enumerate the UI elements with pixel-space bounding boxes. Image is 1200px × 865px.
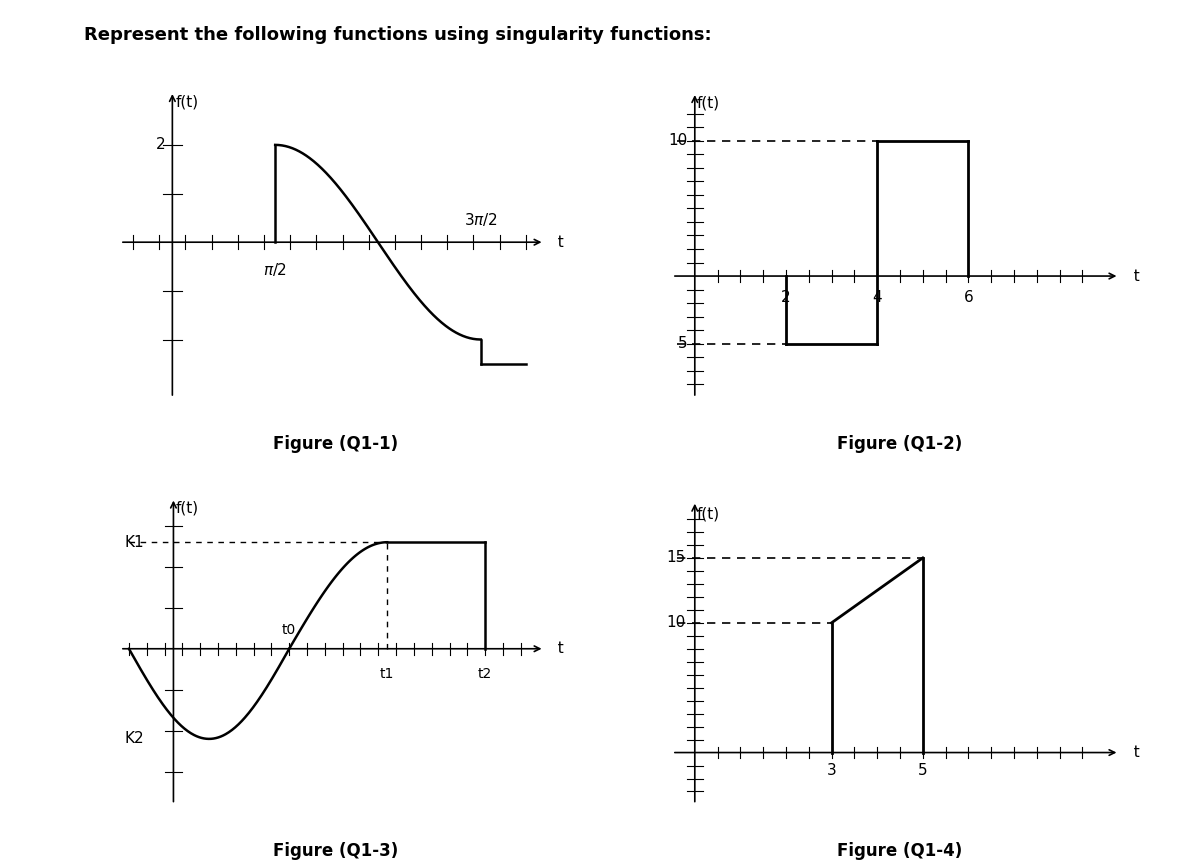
Text: Figure (Q1-1): Figure (Q1-1) <box>274 435 398 453</box>
Text: t0: t0 <box>282 624 296 638</box>
Text: 5: 5 <box>678 336 688 351</box>
Text: $\pi/2$: $\pi/2$ <box>263 260 287 278</box>
Text: t1: t1 <box>380 667 395 682</box>
Text: Figure (Q1-2): Figure (Q1-2) <box>838 435 962 453</box>
Text: f(t): f(t) <box>175 94 199 109</box>
Text: K1: K1 <box>125 535 144 550</box>
Text: 2: 2 <box>156 138 166 152</box>
Text: 4: 4 <box>872 290 882 304</box>
Text: f(t): f(t) <box>697 96 720 111</box>
Text: t2: t2 <box>478 667 492 682</box>
Text: 2: 2 <box>781 290 791 304</box>
Text: t: t <box>1123 268 1140 284</box>
Text: t: t <box>548 641 564 657</box>
Text: 10: 10 <box>666 615 685 631</box>
Text: 5: 5 <box>918 763 928 778</box>
Text: f(t): f(t) <box>697 506 720 521</box>
Text: t: t <box>1123 745 1140 760</box>
Text: 6: 6 <box>964 290 973 304</box>
Text: Figure (Q1-3): Figure (Q1-3) <box>274 842 398 860</box>
Text: Figure (Q1-4): Figure (Q1-4) <box>838 842 962 860</box>
Text: Represent the following functions using singularity functions:: Represent the following functions using … <box>84 26 712 44</box>
Text: 10: 10 <box>668 133 688 148</box>
Text: t: t <box>548 234 564 250</box>
Text: K2: K2 <box>125 732 144 746</box>
Text: f(t): f(t) <box>175 501 199 516</box>
Text: $3\pi/2$: $3\pi/2$ <box>464 210 498 227</box>
Text: 3: 3 <box>827 763 836 778</box>
Text: 15: 15 <box>666 550 685 566</box>
